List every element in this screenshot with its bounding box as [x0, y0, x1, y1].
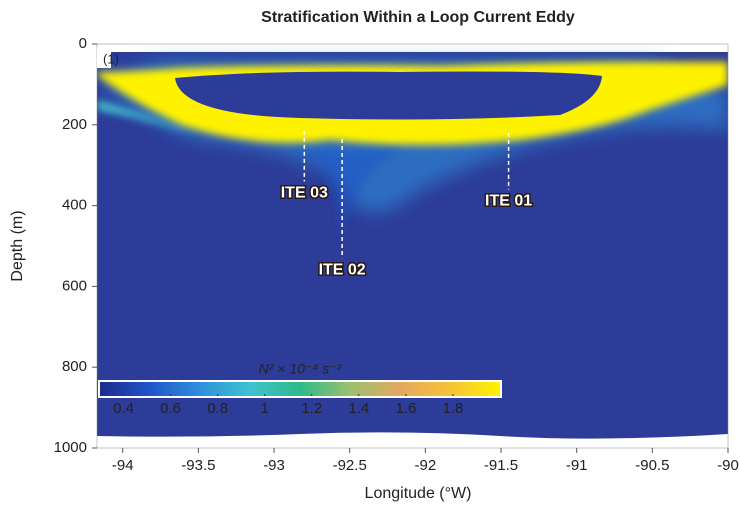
x-tick-label: -92.5 [333, 457, 367, 474]
x-tick-label: -94 [112, 457, 134, 474]
colorbar [100, 382, 500, 396]
panel-label: (1) [103, 51, 119, 66]
annotation-label: ITE 03 [281, 185, 328, 202]
panel-label-box [97, 48, 111, 68]
colorbar-label: N² × 10⁻⁴ s⁻² [259, 361, 343, 377]
colorbar-tick-label: 1 [261, 400, 269, 417]
y-axis-label: Depth (m) [9, 210, 26, 281]
y-tick-label: 600 [62, 277, 87, 294]
x-tick-label: -90.5 [635, 457, 669, 474]
x-tick-label: -93 [263, 457, 285, 474]
y-tick-label: 0 [79, 35, 87, 52]
y-tick-label: 400 [62, 197, 87, 214]
x-tick-label: -91.5 [484, 457, 518, 474]
chart-title: Stratification Within a Loop Current Edd… [261, 9, 575, 26]
colorbar-tick-label: 1.6 [395, 400, 416, 417]
annotation-label: ITE 02 [319, 261, 366, 278]
colorbar-tick-label: 1.2 [301, 400, 322, 417]
plot-frame [96, 43, 729, 449]
x-tick-label: -92 [415, 457, 437, 474]
colorbar-tick-label: 1.8 [443, 400, 464, 417]
x-tick-label: -90 [717, 457, 739, 474]
colorbar-tick-label: 1.4 [348, 400, 369, 417]
colorbar-tick-label: 0.6 [160, 400, 181, 417]
y-tick-label: 200 [62, 116, 87, 133]
x-tick-label: -91 [566, 457, 588, 474]
x-axis-label: Longitude (°W) [365, 485, 472, 502]
x-tick-label: -93.5 [181, 457, 215, 474]
y-tick-label: 1000 [54, 439, 87, 456]
y-tick-label: 800 [62, 358, 87, 375]
colorbar-tick-label: 0.8 [207, 400, 228, 417]
colorbar-tick-label: 0.4 [113, 400, 134, 417]
annotation-label: ITE 01 [485, 193, 532, 210]
